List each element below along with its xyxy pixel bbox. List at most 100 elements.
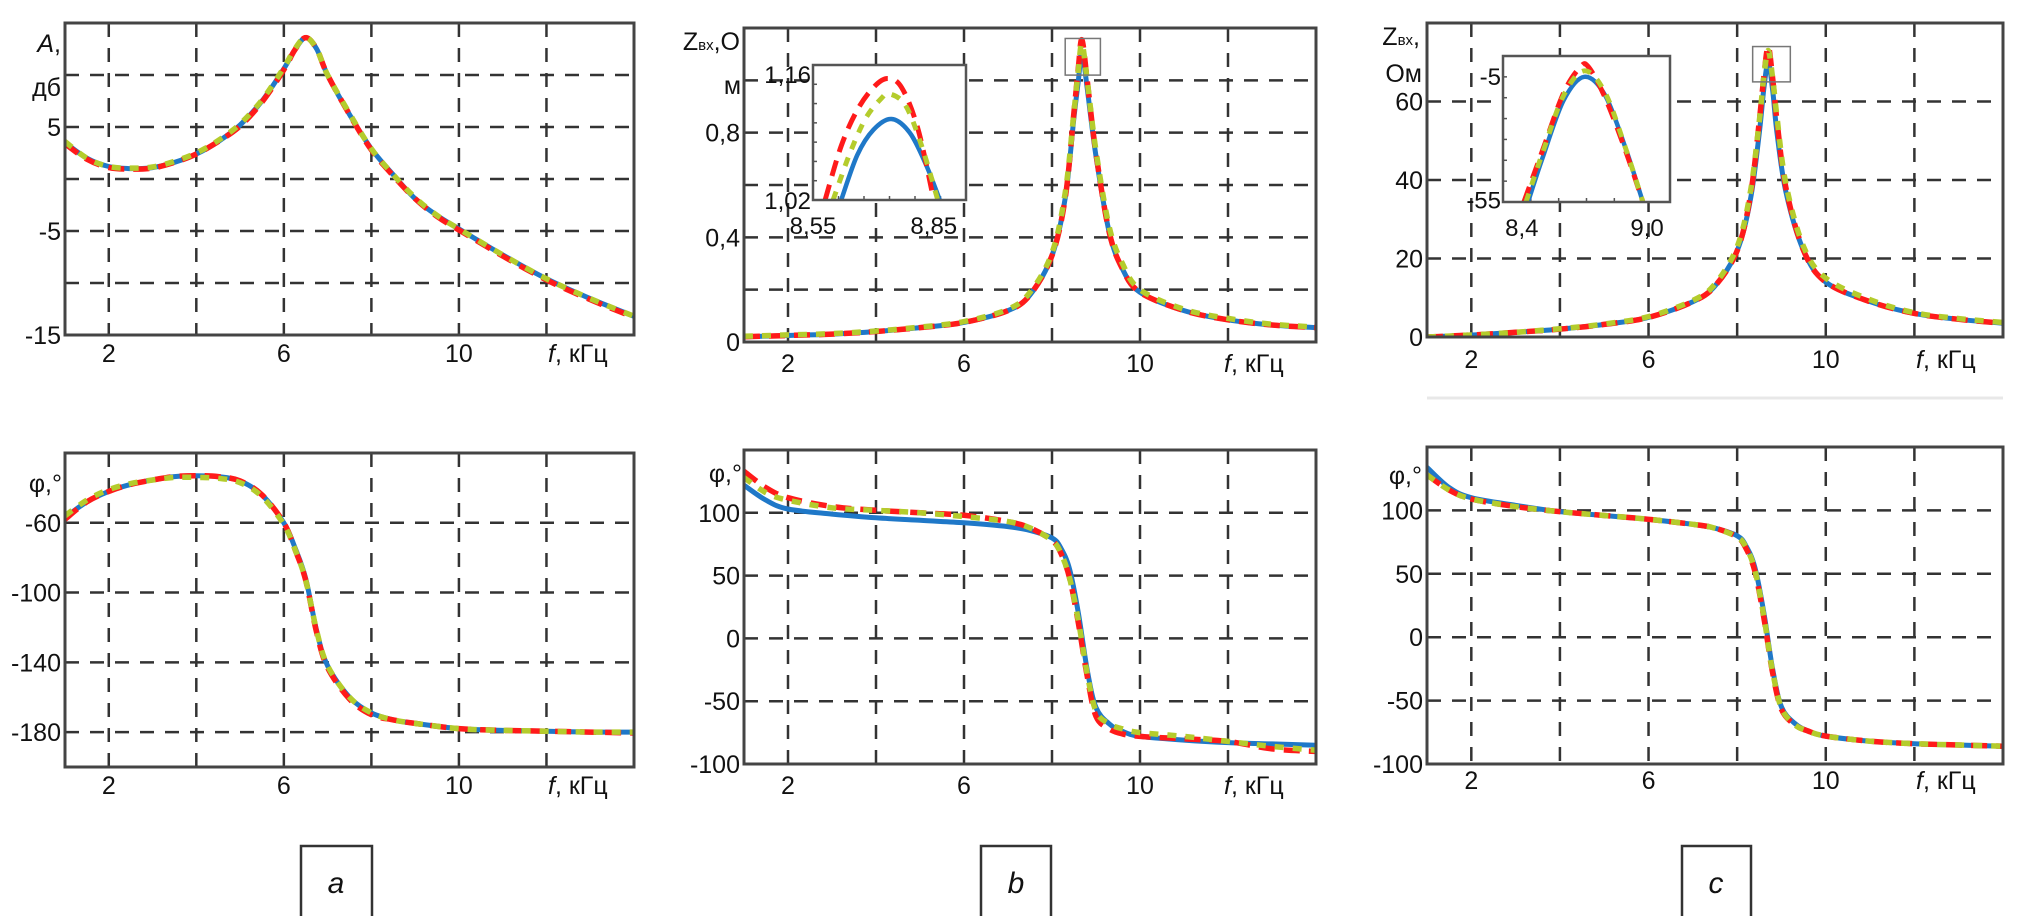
x-axis-unit: , кГц [555, 772, 608, 800]
y-axis-label-line2: дб [32, 74, 61, 102]
y-axis-symbol: φ [29, 470, 45, 498]
x-tick-label: 6 [1642, 346, 1656, 374]
panel-label-text: a [328, 867, 345, 900]
inset-chart: 8,55 8,85 1,16 1,02 [764, 62, 968, 240]
plot-frame [63, 451, 636, 769]
panel-label-text: b [1008, 867, 1025, 900]
inset-frame [811, 63, 968, 202]
x-axis-unit: , кГц [1923, 346, 1976, 374]
x-tick-label: 10 [445, 340, 473, 368]
y-tick-label: 20 [1395, 246, 1423, 274]
x-tick-label: 6 [277, 772, 291, 800]
y-tick-label: 5 [47, 114, 61, 142]
y-axis-subscript: вх [1398, 32, 1414, 49]
inset-y-tick-label: 1,16 [764, 62, 811, 89]
y-axis-symbol: A [35, 30, 54, 58]
x-axis-symbol: f [1916, 346, 1926, 374]
x-tick-label: 2 [1464, 346, 1478, 374]
x-tick-label: 2 [781, 350, 795, 378]
panel-label-a: a [299, 844, 374, 916]
y-tick-label: 0 [726, 625, 740, 653]
y-axis-label: A, [35, 30, 61, 58]
y-tick-label: 0 [1409, 324, 1423, 352]
x-axis-unit: , кГц [1231, 772, 1284, 800]
x-tick-label: 2 [102, 340, 116, 368]
chart-panel-a-bottom: 2 6 10 -60 -100 -140 -180 f, кГц φ,° [11, 451, 636, 800]
plot-frame [742, 448, 1318, 766]
series-line-red [744, 469, 1316, 755]
series-line-green [744, 40, 1316, 339]
chart-panel-b-top: 2 6 10 0,8 0,4 0 f, кГц Zвх,О м 8,55 8,85 1,16 1,02 [683, 26, 1318, 378]
y-tick-label: -5 [39, 218, 61, 246]
series-line-green [1523, 68, 1646, 202]
chart-panel-b-bottom: 2 6 10 100 50 0 -50 -100 f, кГц φ,° [690, 448, 1318, 800]
x-tick-label: 10 [1812, 346, 1840, 374]
x-axis-label: f, кГц [1224, 772, 1284, 800]
series-line-red [1427, 43, 2003, 337]
x-tick-label: 6 [277, 340, 291, 368]
y-axis-label: φ,° [709, 460, 742, 488]
x-axis-label: f, кГц [1224, 350, 1284, 378]
inset-x-tick-label: 8,85 [910, 213, 957, 240]
y-tick-label: -60 [25, 510, 61, 538]
y-axis-symbol: Z [1382, 23, 1397, 51]
y-tick-label: -180 [11, 719, 61, 747]
plot-frame [742, 26, 1318, 344]
series-line-blue [65, 35, 634, 319]
x-axis-label: f, кГц [548, 772, 608, 800]
x-axis-label: f, кГц [548, 340, 608, 368]
x-axis-unit: , кГц [555, 340, 608, 368]
chart-panel-c-bottom: 2 6 10 100 50 0 -50 -100 f, кГц φ,° [1373, 445, 2005, 795]
x-axis-label: f, кГц [1916, 767, 1976, 795]
series-line-blue [1427, 465, 2003, 749]
y-tick-label: -140 [11, 649, 61, 677]
plot-frame [1425, 21, 2005, 339]
series-line-green [830, 90, 941, 200]
inset-chart: 8,4 9,0 -5 -55 [1466, 54, 1672, 242]
y-tick-label: 100 [1381, 497, 1423, 525]
y-tick-label: -50 [704, 688, 740, 716]
inset-x-tick-label: 8,55 [790, 213, 837, 240]
y-axis-symbol: φ [1389, 462, 1405, 490]
x-tick-label: 6 [957, 772, 971, 800]
y-tick-label: -15 [25, 322, 61, 350]
plot-frame [1425, 445, 2005, 766]
series-line-green [65, 474, 634, 735]
y-axis-label: Zвх, [1382, 23, 1420, 51]
x-tick-label: 10 [445, 772, 473, 800]
series-line-red [1427, 472, 2003, 749]
y-tick-label: 40 [1395, 167, 1423, 195]
y-tick-label: 0 [1409, 624, 1423, 652]
y-axis-subscript: вх [698, 37, 714, 54]
series-line-red [65, 472, 634, 736]
y-axis-label-line2: Ом [1385, 60, 1422, 88]
y-tick-label: 100 [698, 500, 740, 528]
x-axis-symbol: f [1916, 767, 1926, 795]
y-tick-label: 50 [712, 563, 740, 591]
y-tick-label: 60 [1395, 89, 1423, 117]
y-tick-label: 0,4 [705, 224, 740, 252]
x-tick-label: 10 [1812, 767, 1840, 795]
y-axis-suffix: ,° [45, 470, 62, 498]
y-axis-symbol: φ [709, 460, 725, 488]
y-axis-symbol: Z [683, 28, 698, 56]
panel-label-c: c [1680, 844, 1753, 916]
x-tick-label: 6 [1642, 767, 1656, 795]
y-axis-suffix: , [54, 30, 61, 58]
y-axis-suffix: , [1413, 23, 1420, 51]
inset-x-tick-label: 8,4 [1505, 215, 1538, 242]
chart-panel-c-top: 2 6 10 60 40 20 0 f, кГц Zвх, Ом 8,4 9,0 -5 -55 [1382, 21, 2005, 374]
y-axis-label: Zвх,О [683, 28, 740, 56]
x-axis-unit: , кГц [1231, 350, 1284, 378]
inset-y-tick-label: 1,02 [764, 188, 811, 215]
inset-y-tick-label: -5 [1480, 64, 1501, 91]
y-tick-label: 50 [1395, 561, 1423, 589]
inset-frame [1501, 54, 1672, 204]
y-axis-label: φ,° [29, 470, 62, 498]
x-tick-label: 10 [1126, 772, 1154, 800]
y-tick-label: -50 [1387, 688, 1423, 716]
x-axis-symbol: f [1224, 350, 1234, 378]
series-line-green [744, 475, 1316, 753]
